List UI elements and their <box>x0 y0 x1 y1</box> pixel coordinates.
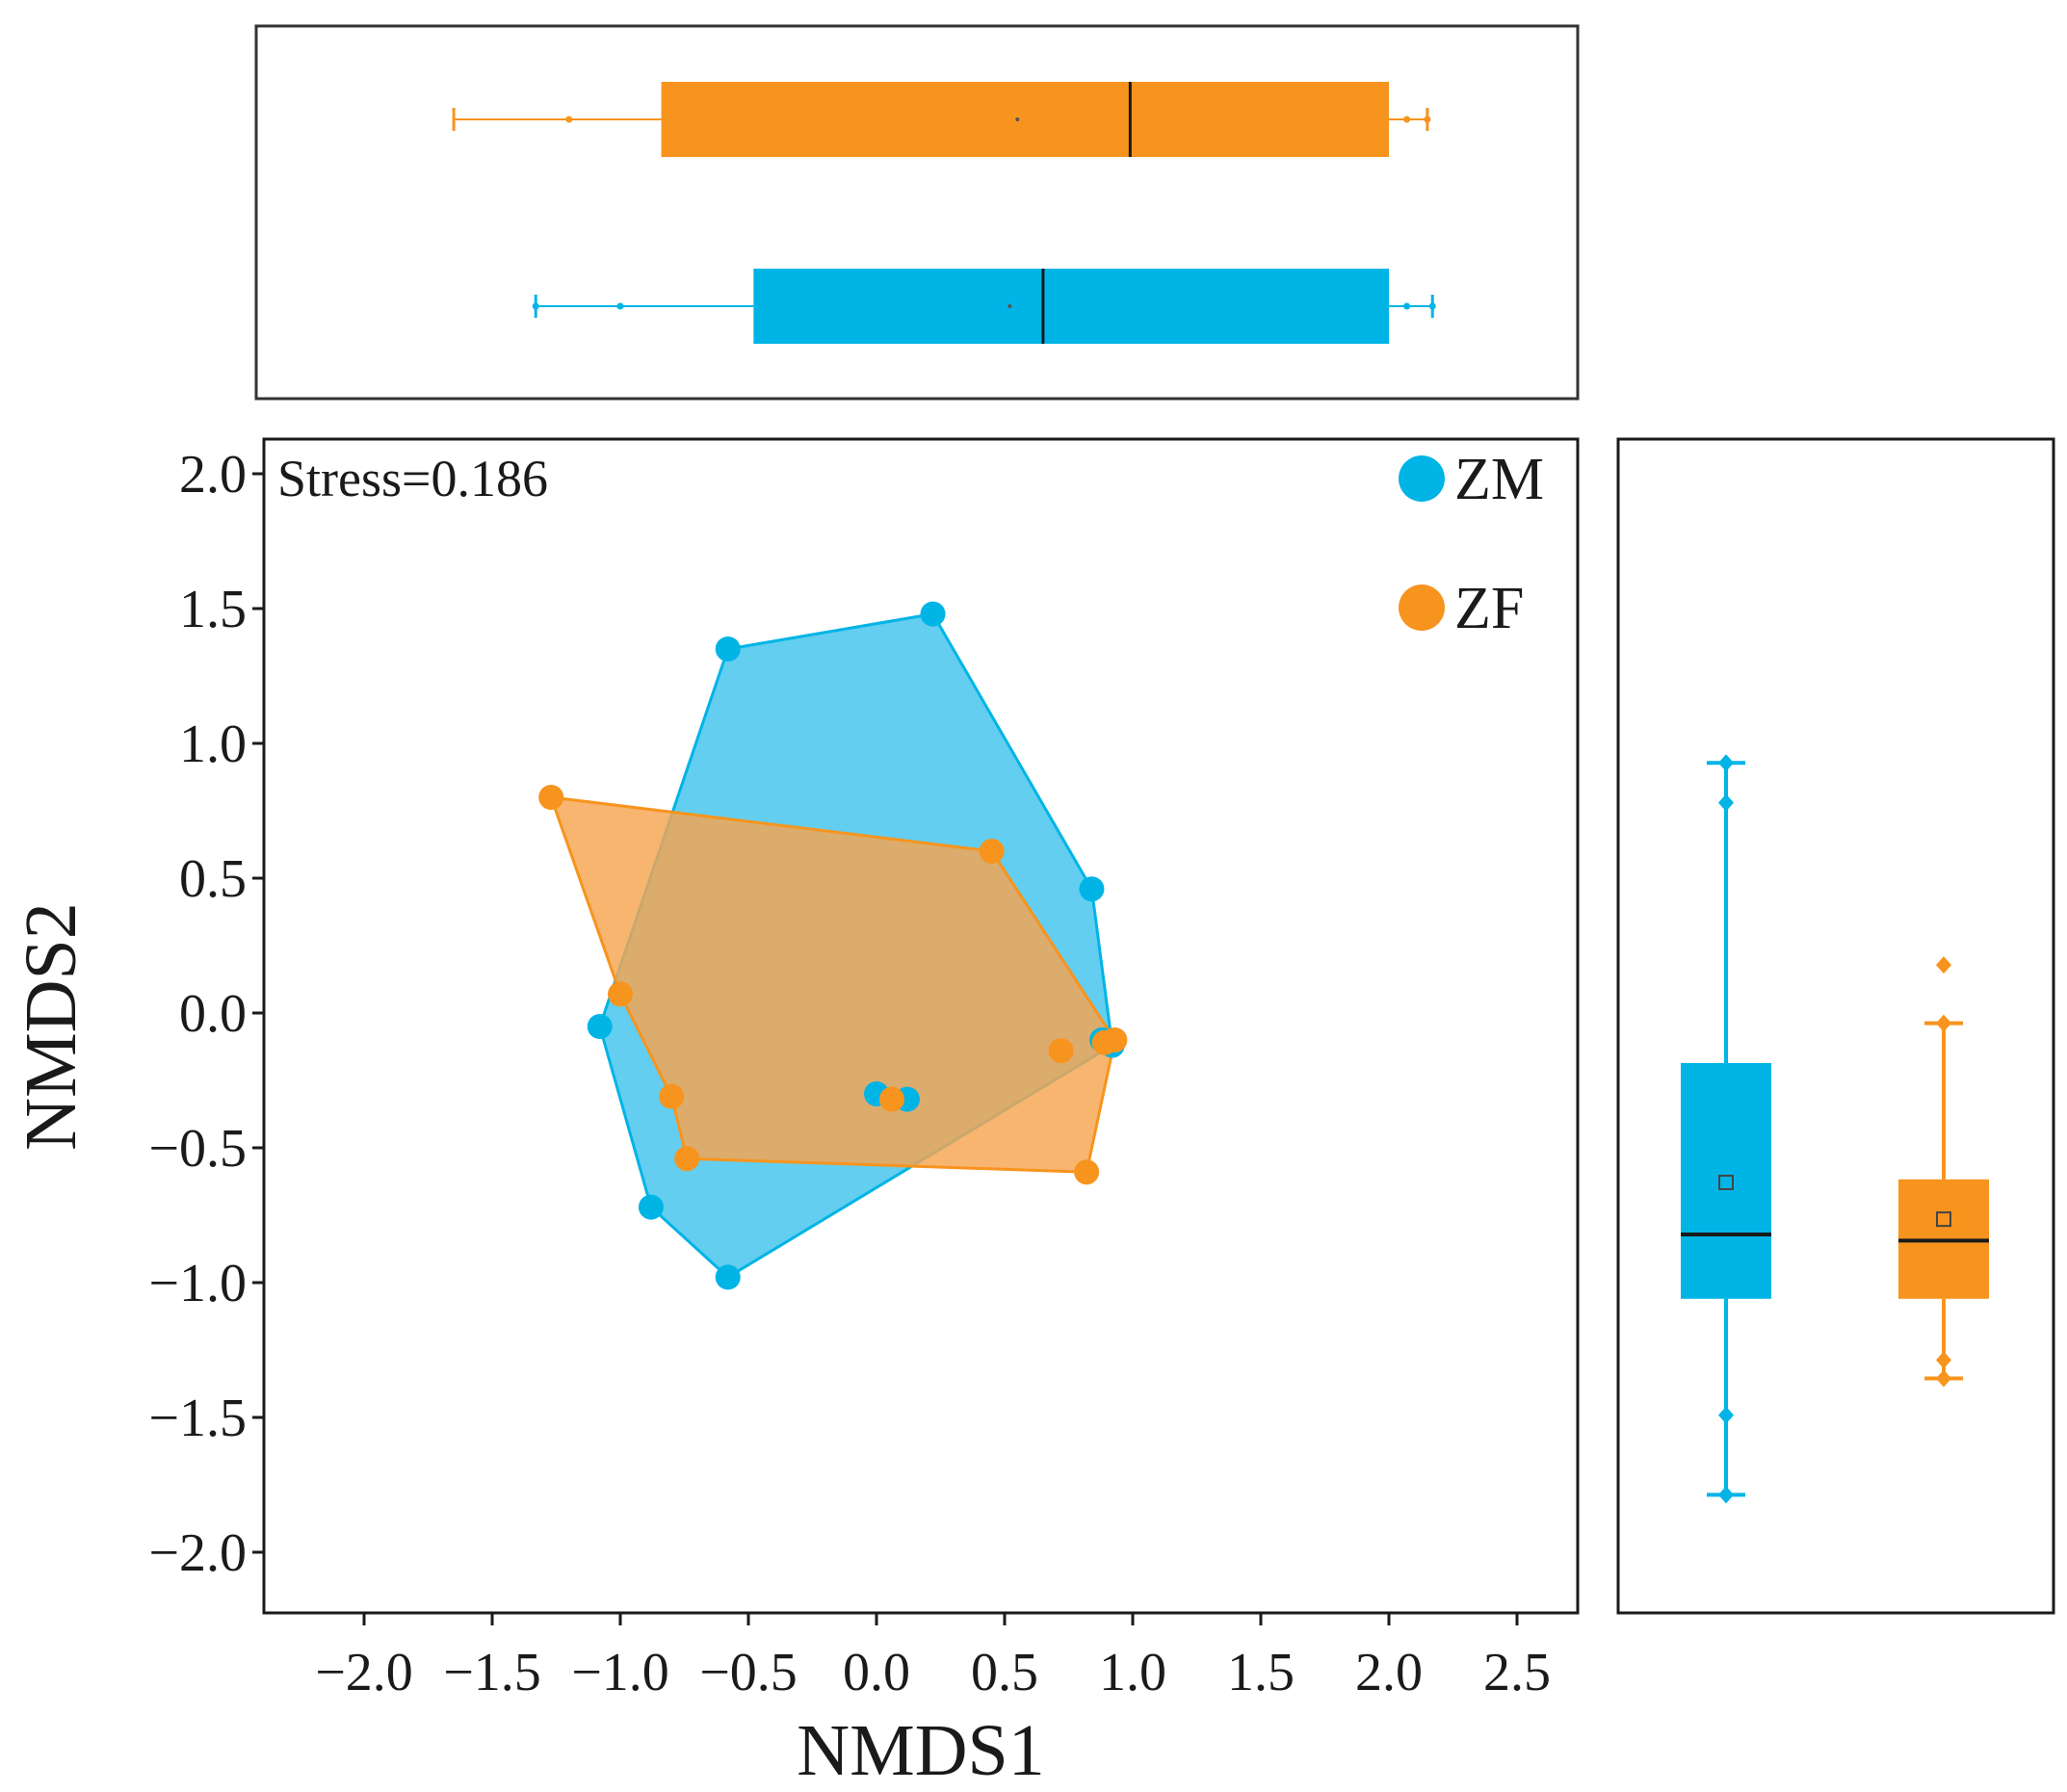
legend: ZM ZF <box>1399 447 1544 641</box>
zf-top-outlier <box>565 116 573 123</box>
x-tick-label: −1.5 <box>443 1643 541 1702</box>
x-axis-title: NMDS1 <box>797 1710 1045 1791</box>
zm-point <box>1079 876 1105 902</box>
y-tick-label: −1.0 <box>148 1254 247 1313</box>
zf-point <box>1074 1159 1100 1185</box>
zf-point <box>979 839 1005 864</box>
y-tick-label: −1.5 <box>148 1389 247 1448</box>
zm-top-mean <box>1007 304 1012 308</box>
zf-right-outlier <box>1936 956 1951 974</box>
zm-top-outlier <box>532 302 539 310</box>
zf-point <box>674 1146 700 1172</box>
right-panel-frame <box>1616 437 2055 1615</box>
zf-right-outlier <box>1936 1369 1951 1388</box>
y-axis: 2.0 1.5 1.0 0.5 0.0 −0.5 −1.0 −1.5 −2.0 <box>148 445 264 1583</box>
zm-top-outlier <box>616 302 624 310</box>
zm-right-outlier <box>1718 1406 1734 1424</box>
zf-right-mean <box>1936 1211 1951 1228</box>
legend-label-zf: ZF <box>1454 576 1524 641</box>
top-marginal-boxplot-panel <box>254 24 1580 401</box>
y-tick-label: 0.0 <box>179 984 247 1044</box>
zf-right-outlier <box>1936 1351 1951 1369</box>
zf-point <box>608 981 633 1007</box>
stress-annotation: Stress=0.186 <box>277 450 548 507</box>
zm-top-outlier <box>1403 302 1411 310</box>
zm-point <box>587 1014 613 1039</box>
zm-right-outlier <box>1718 754 1734 772</box>
top-boxplots <box>452 82 1436 344</box>
right-marginal-boxplot-panel <box>1616 437 2055 1615</box>
x-tick-label: 1.5 <box>1227 1643 1295 1702</box>
zf-point <box>1048 1038 1074 1064</box>
y-tick-label: −0.5 <box>148 1119 247 1179</box>
zf-right-outlier <box>1936 1014 1951 1032</box>
y-axis-title: NMDS2 <box>11 902 92 1151</box>
zm-top-outlier <box>1428 302 1436 310</box>
x-tick-label: 0.5 <box>971 1643 1038 1702</box>
y-tick-label: 0.5 <box>179 849 247 909</box>
nmds-scatter-panel: 2.0 1.5 1.0 0.5 0.0 −0.5 −1.0 −1.5 −2.0 −2.0 −1.5… <box>148 437 1580 1702</box>
legend-swatch-zm <box>1399 455 1445 502</box>
y-tick-label: −2.0 <box>148 1523 247 1583</box>
zf-hull <box>549 795 1116 1174</box>
x-tick-label: 0.0 <box>843 1643 910 1702</box>
x-tick-label: −1.0 <box>571 1643 669 1702</box>
group-hulls <box>549 612 1116 1279</box>
zm-right-outlier <box>1718 793 1734 812</box>
zf-point <box>538 785 564 810</box>
legend-swatch-zf <box>1399 584 1445 631</box>
zm-point <box>920 601 946 627</box>
x-tick-label: 1.0 <box>1099 1643 1166 1702</box>
x-tick-label: 2.0 <box>1355 1643 1423 1702</box>
zm-right-outlier <box>1718 1486 1734 1504</box>
zf-point <box>878 1086 904 1112</box>
y-tick-label: 1.5 <box>179 580 247 639</box>
zf-point <box>1102 1027 1128 1052</box>
y-tick-label: 1.0 <box>179 714 247 774</box>
zm-top-box <box>753 269 1389 344</box>
legend-label-zm: ZM <box>1454 447 1544 512</box>
zf-top-outlier <box>1424 116 1431 123</box>
y-tick-label: 2.0 <box>179 445 247 505</box>
x-axis: −2.0 −1.5 −1.0 −0.5 0.0 0.5 1.0 1.5 2.0 2.5 <box>315 1613 1551 1702</box>
zf-point <box>659 1083 685 1109</box>
zm-right-mean <box>1718 1174 1734 1190</box>
zf-top-mean <box>1015 117 1020 121</box>
zm-point <box>638 1194 664 1220</box>
x-tick-label: 2.5 <box>1483 1643 1551 1702</box>
zf-top-box <box>661 82 1389 157</box>
sample-points <box>538 601 1128 1290</box>
zm-point <box>715 636 741 662</box>
x-tick-label: −2.0 <box>315 1643 413 1702</box>
right-boxplots <box>1681 754 1989 1504</box>
x-tick-label: −0.5 <box>699 1643 798 1702</box>
zm-point <box>715 1264 741 1290</box>
zm-right-box <box>1681 1062 1771 1299</box>
zf-top-outlier <box>1403 116 1411 123</box>
